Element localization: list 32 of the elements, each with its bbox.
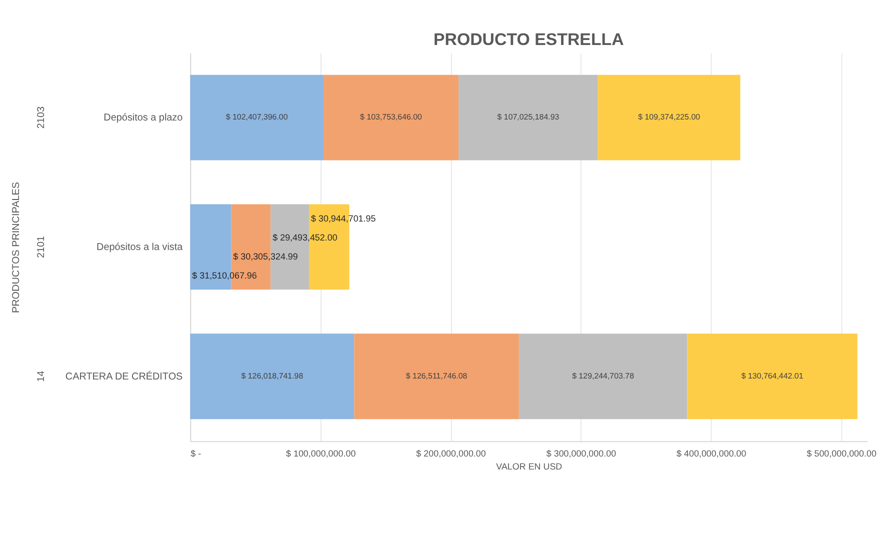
x-tick-label: $ 100,000,000.00	[286, 448, 356, 459]
x-tick-label: $ -	[190, 448, 202, 459]
y-axis-title: PRODUCTOS PRINCIPALES	[10, 182, 22, 313]
text: 14	[36, 370, 47, 382]
bar	[354, 334, 519, 420]
data-label: $ 109,374,225.00	[638, 112, 701, 122]
bar	[687, 334, 858, 420]
bar	[458, 74, 598, 160]
data-label: $ 103,753,646.00	[360, 112, 423, 122]
y-tick-label: Depósitos a plazo	[104, 112, 184, 124]
data-label: $ 107,025,184.93	[497, 112, 560, 122]
bar	[598, 74, 740, 160]
bar	[518, 334, 688, 420]
data-label: $ 126,018,741.98	[241, 371, 304, 380]
data-label: $ 130,764,442.01	[741, 371, 804, 380]
chart-title: PRODUCTO ESTRELLA	[433, 30, 624, 49]
x-tick-label: $ 500,000,000.00	[806, 448, 876, 459]
bar	[190, 74, 324, 160]
data-label: $ 129,244,703.78	[572, 371, 635, 380]
y-tick-label: Depósitos a la vista	[96, 242, 184, 253]
x-tick-label: $ 400,000,000.00	[676, 448, 746, 459]
text: 2103	[36, 106, 47, 129]
data-label: $ 126,511,746.08	[406, 371, 468, 380]
x-axis-title: VALOR EN USD	[496, 461, 563, 472]
data-label: $ 30,305,324.99	[233, 251, 298, 262]
x-tick-label: $ 200,000,000.00	[416, 448, 486, 459]
bar	[190, 334, 354, 420]
y-tick-label: CARTERA DE CRÉDITOS	[65, 370, 184, 382]
data-label: $ 102,407,396.00	[226, 112, 288, 122]
x-tick-label: $ 300,000,000.00	[546, 448, 616, 459]
text: 2101	[36, 235, 47, 258]
bar	[323, 74, 459, 160]
